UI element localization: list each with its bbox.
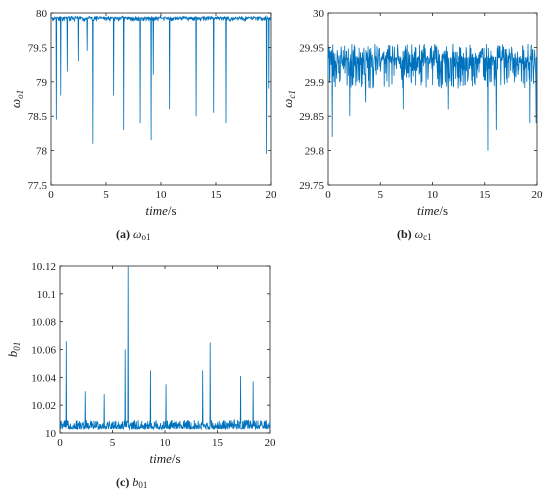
panel-c-y-tick-label: 10.1 xyxy=(37,289,56,301)
panel-b-caption-symbol: ω xyxy=(414,227,424,241)
panel-c-x-tick-label: 20 xyxy=(265,437,277,449)
panel-b-x-tick-label: 10 xyxy=(427,189,439,201)
panel-c-y-tick-label: 10 xyxy=(45,428,57,440)
panel-c-y-tick-label: 10.04 xyxy=(31,372,56,384)
panel-b-y-tick-label: 29.8 xyxy=(305,146,325,158)
panel-c-x-tick-label: 10 xyxy=(160,437,172,449)
panel-b-y-tick-label: 30 xyxy=(313,8,325,20)
panel-a-x-tick-label: 20 xyxy=(266,189,278,201)
panel-a-caption-symbol: ω xyxy=(133,227,142,241)
panel-b-x-tick-label: 0 xyxy=(325,189,331,201)
panel-c-y-tick-label: 10.12 xyxy=(31,261,56,273)
panel-b-caption: (b) ωc1 xyxy=(397,227,432,242)
panel-b-ticks: 0 5 10 15 20 29.75 29.8 29.85 29.9 29.95 30 xyxy=(299,8,543,201)
panel-c-y-tick-label: 10.02 xyxy=(31,400,56,412)
panel-a-ticks: 0 5 10 15 20 77.5 78 78.5 79 79.5 80 xyxy=(28,8,277,201)
panel-a-y-tick-label: 79 xyxy=(36,77,48,89)
panel-a-x-tick-label: 5 xyxy=(103,189,109,201)
panel-a-x-tick-label: 10 xyxy=(156,189,168,201)
panel-b-series-line xyxy=(327,43,538,151)
panel-b-x-tick-label: 5 xyxy=(378,189,384,201)
panel-b-x-axis-label: time/s xyxy=(417,203,448,218)
panel-a-x-tick-label: 15 xyxy=(211,189,223,201)
panel-a-x-tick-label: 0 xyxy=(48,189,54,201)
panel-c-x-tick-label: 0 xyxy=(57,437,63,449)
panel-c-y-tick-label: 10.08 xyxy=(31,317,56,329)
panel-c-y-axis-label: b01 xyxy=(5,342,22,358)
panel-b-caption-letter: (b) xyxy=(397,227,412,241)
panel-a: 0 5 10 15 20 77.5 78 78.5 79 79.5 80 time/s ωo1 xyxy=(8,8,277,218)
panel-a-y-tick-label: 78.5 xyxy=(28,111,48,123)
panel-b-y-tick-label: 29.95 xyxy=(299,42,324,54)
panel-a-x-axis-label: time/s xyxy=(145,203,176,218)
panel-b-y-axis-label: ωc1 xyxy=(280,90,297,108)
panel-b-caption-subscript: c1 xyxy=(423,232,432,242)
panel-a-caption-letter: (a) xyxy=(116,227,130,241)
panel-a-y-tick-label: 79.5 xyxy=(28,42,48,54)
panel-c-x-tick-label: 5 xyxy=(110,437,116,449)
panel-a-y-tick-label: 78 xyxy=(36,146,48,158)
panel-a-y-tick-label: 80 xyxy=(36,8,48,20)
panel-c-x-tick-label: 15 xyxy=(212,437,224,449)
panel-a-caption: (a) ωo1 xyxy=(116,227,150,242)
panel-c-caption: (c) b01 xyxy=(116,475,147,490)
panel-a-y-tick-label: 77.5 xyxy=(28,180,48,192)
panel-a-caption-subscript: o1 xyxy=(141,232,151,242)
panel-c-axes-frame xyxy=(59,265,271,434)
panel-c-series-line xyxy=(59,265,271,431)
panel-b-y-tick-label: 29.85 xyxy=(299,111,324,123)
panel-a-series-line xyxy=(50,15,272,155)
panel-c-caption-letter: (c) xyxy=(116,475,130,489)
panel-c-caption-subscript: 01 xyxy=(138,480,148,490)
panel-c-x-axis-label: time/s xyxy=(149,451,180,466)
panel-b-x-tick-label: 20 xyxy=(532,189,544,201)
panel-c: 0 5 10 15 201010.0210.0410.0610.0810.110.12 … xyxy=(5,261,276,466)
panel-b: 0 5 10 15 20 29.75 29.8 29.85 29.9 29.95 30 time/s… xyxy=(280,8,543,218)
panel-c-ticks: 0 5 10 15 20 10 10.02 10.04 10.06 10.08 10.1 10.12 xyxy=(31,261,276,449)
panel-c-caption-symbol: b xyxy=(132,475,139,489)
panel-b-y-tick-label: 29.9 xyxy=(305,77,325,89)
panel-b-x-tick-label: 15 xyxy=(479,189,491,201)
panel-c-y-tick-label: 10.06 xyxy=(31,345,56,357)
panel-a-y-axis-label: ωo1 xyxy=(8,90,25,108)
panel-a-axes-frame xyxy=(50,12,272,186)
panel-b-y-tick-label: 29.75 xyxy=(299,180,324,192)
panel-b-axes-frame xyxy=(327,12,538,186)
